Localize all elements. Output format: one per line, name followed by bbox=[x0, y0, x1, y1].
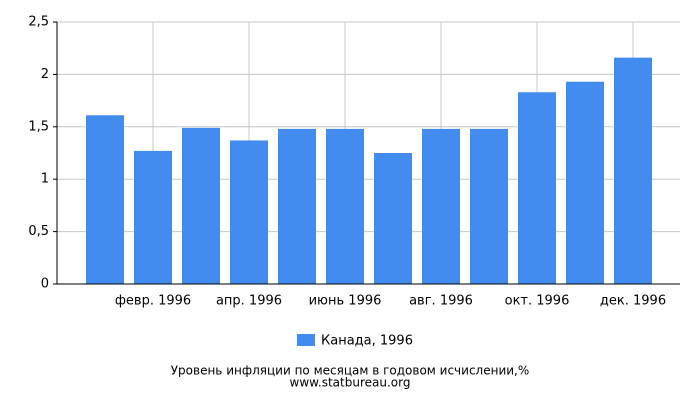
bar bbox=[230, 140, 268, 284]
y-tick-label: 2 bbox=[41, 67, 49, 82]
y-tick-label: 0 bbox=[41, 277, 49, 292]
bar bbox=[422, 128, 460, 284]
y-tick-label: 0,5 bbox=[28, 224, 49, 239]
bar bbox=[278, 128, 316, 284]
x-tick-label: дек. 1996 bbox=[600, 294, 666, 309]
y-tick-label: 2,5 bbox=[28, 15, 49, 30]
bar bbox=[518, 92, 556, 284]
chart-title: Уровень инфляции по месяцам в годовом ис… bbox=[171, 364, 530, 378]
bar bbox=[374, 153, 412, 284]
bar bbox=[134, 150, 172, 284]
bar bbox=[86, 115, 124, 284]
legend-swatch bbox=[297, 334, 315, 346]
x-tick-label: авг. 1996 bbox=[409, 294, 473, 309]
bar bbox=[182, 127, 220, 285]
x-tick-label: апр. 1996 bbox=[216, 294, 282, 309]
x-tick-label: июнь 1996 bbox=[309, 294, 382, 309]
y-tick-label: 1 bbox=[41, 172, 49, 187]
source: www.statbureau.org bbox=[290, 376, 411, 390]
bar bbox=[470, 128, 508, 284]
bar bbox=[614, 57, 652, 284]
x-tick-label: февр. 1996 bbox=[115, 294, 191, 309]
y-tick-label: 1,5 bbox=[28, 119, 49, 134]
legend-label: Канада, 1996 bbox=[321, 334, 413, 349]
bar bbox=[566, 81, 604, 285]
bar bbox=[326, 128, 364, 284]
x-tick-label: окт. 1996 bbox=[505, 294, 570, 309]
